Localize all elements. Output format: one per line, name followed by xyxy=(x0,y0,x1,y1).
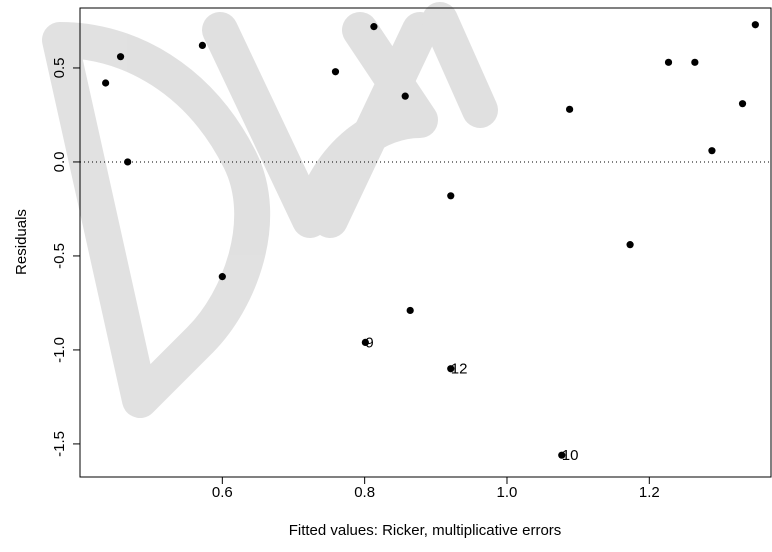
point-label: 12 xyxy=(451,361,468,378)
point xyxy=(406,306,414,315)
point xyxy=(102,79,110,87)
watermark xyxy=(42,2,498,418)
point xyxy=(691,58,699,66)
point-label: 10 xyxy=(562,447,579,464)
point xyxy=(370,23,378,31)
x-axis-title: Fitted values: Ricker, multiplicative er… xyxy=(289,522,562,539)
point xyxy=(626,241,634,249)
y-tick-label: 0.5 xyxy=(51,58,68,79)
x-tick-label: 1.0 xyxy=(497,484,518,501)
y-tick-label: 0.0 xyxy=(51,152,68,173)
x-tick-label: 1.2 xyxy=(639,484,660,501)
point xyxy=(558,451,566,459)
point xyxy=(116,53,125,61)
point xyxy=(401,92,409,100)
point-label: 9 xyxy=(365,334,373,351)
point xyxy=(738,100,747,108)
point xyxy=(198,41,207,50)
plot-frame xyxy=(79,7,772,478)
y-axis-title: Residuals xyxy=(13,209,30,275)
y-tick-label: -1.5 xyxy=(51,431,68,457)
point xyxy=(566,105,574,113)
x-tick-label: 0.6 xyxy=(212,484,233,501)
y-tick-label: -0.5 xyxy=(51,243,68,269)
x-tick-label: 0.8 xyxy=(354,484,375,501)
point xyxy=(751,21,759,29)
point xyxy=(708,147,716,155)
point xyxy=(447,365,455,373)
point xyxy=(447,192,455,200)
point xyxy=(124,158,132,166)
point xyxy=(218,273,226,281)
point xyxy=(664,58,673,66)
y-tick-label: -1.0 xyxy=(51,337,68,363)
point xyxy=(361,338,369,347)
point xyxy=(331,68,340,76)
